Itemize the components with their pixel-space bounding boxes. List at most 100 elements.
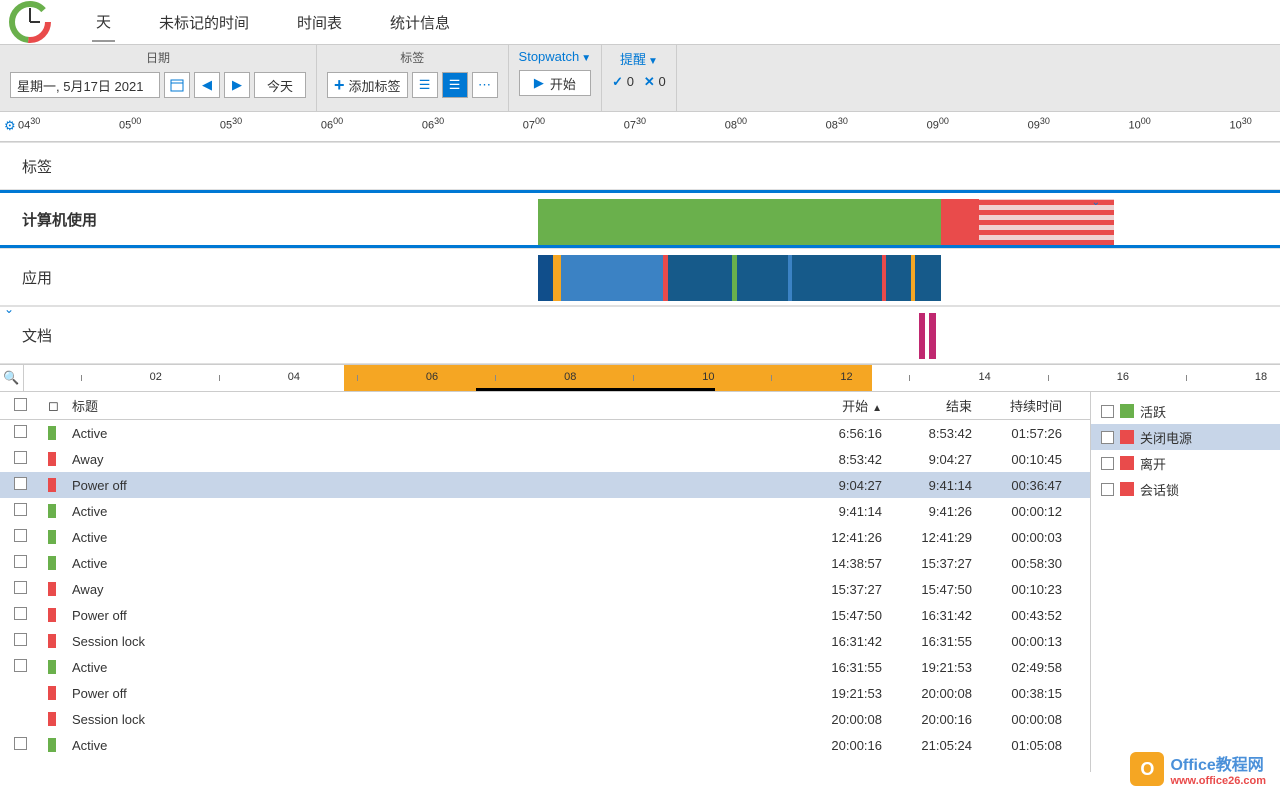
timeline-bar[interactable] <box>538 255 553 301</box>
ruler-tick: 0430 <box>18 116 40 132</box>
tb-group-tag: 标签 +添加标签 ☰ ☰ ⋯ <box>317 45 509 111</box>
table-row[interactable]: Session lock16:31:4216:31:5500:00:13 <box>0 628 1090 654</box>
legend-item[interactable]: 关闭电源 <box>1091 424 1280 450</box>
th-title[interactable]: 标题 <box>64 396 800 415</box>
ruler-tick: 0530 <box>220 116 242 132</box>
overview-tick: 16 <box>1117 371 1129 383</box>
stopwatch-dropdown[interactable]: Stopwatch▼ <box>519 49 592 64</box>
tl-row-usage[interactable]: 计算机使用 ⌄ <box>0 190 1280 248</box>
table-row[interactable]: Active16:31:5519:21:5302:49:58 <box>0 654 1090 680</box>
timeline-bar[interactable] <box>919 313 925 359</box>
tb-date-label: 日期 <box>146 49 170 66</box>
overview-tick: 12 <box>840 371 852 383</box>
ruler-tick: 0630 <box>422 116 444 132</box>
th-end[interactable]: 结束 <box>890 396 980 415</box>
table-row[interactable]: Session lock20:00:0820:00:1600:00:08 <box>0 706 1090 732</box>
start-button[interactable]: ▶开始 <box>519 70 591 96</box>
list-view-3-icon[interactable]: ⋯ <box>472 72 498 98</box>
ruler-tick: 1030 <box>1230 116 1252 132</box>
overview-tick: 08 <box>564 371 576 383</box>
list-view-1-icon[interactable]: ☰ <box>412 72 438 98</box>
date-input[interactable]: 星期一, 5月17日 2021 <box>10 72 160 98</box>
table-row[interactable]: Active20:00:1621:05:2401:05:08 <box>0 732 1090 758</box>
timeline-bar[interactable] <box>561 255 663 301</box>
timeline-bar[interactable] <box>792 255 882 301</box>
legend-item[interactable]: 离开 <box>1091 450 1280 476</box>
th-duration[interactable]: 持续时间 <box>980 396 1070 415</box>
overview-tick: 18 <box>1255 371 1267 383</box>
legend-item[interactable]: 活跃 <box>1091 398 1280 424</box>
toolbar: 日期 星期一, 5月17日 2021 ◀ ▶ 今天 标签 +添加标签 ☰ ☰ ⋯… <box>0 44 1280 112</box>
th-checkbox[interactable] <box>0 398 40 414</box>
timeline-bar[interactable] <box>668 255 732 301</box>
events-table: ◻ 标题 开始▲ 结束 持续时间 Active6:56:168:53:4201:… <box>0 392 1090 772</box>
ruler-tick: 0830 <box>826 116 848 132</box>
tb-group-remind: 提醒▼ ✓ 0 ✕ 0 <box>602 45 677 111</box>
gear-icon[interactable]: ⚙ <box>4 118 16 134</box>
tl-row-tags: 标签 <box>0 142 1280 190</box>
check-count: ✓ 0 <box>612 74 634 90</box>
timeline-bar[interactable] <box>538 199 941 245</box>
timeline-bar[interactable] <box>886 255 912 301</box>
app-logo <box>8 0 52 44</box>
ruler-tick: 0800 <box>725 116 747 132</box>
timeline-bar[interactable] <box>915 255 941 301</box>
ruler-tick: 0600 <box>321 116 343 132</box>
next-day-button[interactable]: ▶ <box>224 72 250 98</box>
search-icon[interactable]: 🔍 <box>0 365 24 391</box>
table-header: ◻ 标题 开始▲ 结束 持续时间 <box>0 392 1090 420</box>
calendar-icon[interactable] <box>164 72 190 98</box>
prev-day-button[interactable]: ◀ <box>194 72 220 98</box>
tab-timesheet[interactable]: 时间表 <box>293 4 346 41</box>
overview-tick: 14 <box>979 371 991 383</box>
th-icon: ◻ <box>40 398 64 414</box>
tb-tag-label: 标签 <box>400 49 424 66</box>
timeline-bar[interactable] <box>941 199 979 245</box>
tb-group-stopwatch: Stopwatch▼ ▶开始 <box>509 45 603 111</box>
tl-row-apps[interactable]: 应用 <box>0 248 1280 306</box>
tab-unmarked[interactable]: 未标记的时间 <box>155 4 253 41</box>
table-row[interactable]: Power off19:21:5320:00:0800:38:15 <box>0 680 1090 706</box>
ruler-tick: 0930 <box>1028 116 1050 132</box>
th-start[interactable]: 开始▲ <box>800 396 890 415</box>
watermark: O Office教程网 www.office26.com <box>1130 751 1266 787</box>
chevron-down-icon[interactable]: ⌄ <box>1092 197 1100 208</box>
ruler-tick: 0500 <box>119 116 141 132</box>
tl-label-tags: 标签 <box>22 156 52 177</box>
table-row[interactable]: Power off15:47:5016:31:4200:43:52 <box>0 602 1090 628</box>
legend-item[interactable]: 会话锁 <box>1091 476 1280 502</box>
timeline-bar[interactable] <box>737 255 788 301</box>
table-row[interactable]: Active9:41:149:41:2600:00:12 <box>0 498 1090 524</box>
table-row[interactable]: Active6:56:168:53:4201:57:26 <box>0 420 1090 446</box>
tab-day[interactable]: 天 <box>92 3 115 42</box>
overview-tick: 10 <box>702 371 714 383</box>
x-count: ✕ 0 <box>644 74 666 90</box>
overview-tick: 06 <box>426 371 438 383</box>
time-ruler: ⚙ 04300500053006000630070007300800083009… <box>0 112 1280 142</box>
timeline: ⌄ 标签 计算机使用 ⌄ 应用 文档 <box>0 142 1280 364</box>
table-row[interactable]: Away15:37:2715:47:5000:10:23 <box>0 576 1090 602</box>
main-split: ◻ 标题 开始▲ 结束 持续时间 Active6:56:168:53:4201:… <box>0 392 1280 772</box>
remind-dropdown[interactable]: 提醒▼ <box>620 49 658 68</box>
table-row[interactable]: Power off9:04:279:41:1400:36:47 <box>0 472 1090 498</box>
ruler-tick: 1000 <box>1129 116 1151 132</box>
table-row[interactable]: Active14:38:5715:37:2700:58:30 <box>0 550 1090 576</box>
legend: 活跃关闭电源离开会话锁 <box>1090 392 1280 772</box>
list-view-2-icon[interactable]: ☰ <box>442 72 468 98</box>
today-button[interactable]: 今天 <box>254 72 306 98</box>
watermark-icon: O <box>1130 752 1164 786</box>
table-row[interactable]: Away8:53:429:04:2700:10:45 <box>0 446 1090 472</box>
overview-tick: 04 <box>288 371 300 383</box>
tl-row-docs[interactable]: 文档 <box>0 306 1280 364</box>
timeline-bar[interactable] <box>553 255 561 301</box>
timeline-bar[interactable] <box>929 313 935 359</box>
table-row[interactable]: Active12:41:2612:41:2900:00:03 <box>0 524 1090 550</box>
overview-ruler: 🔍 02 04 06 08 10 12 14 16 18 <box>0 364 1280 392</box>
tab-stats[interactable]: 统计信息 <box>386 4 454 41</box>
add-tag-button[interactable]: +添加标签 <box>327 72 408 98</box>
ruler-tick: 0900 <box>927 116 949 132</box>
overview-track[interactable]: 02 04 06 08 10 12 14 16 18 <box>24 365 1280 391</box>
overview-tick: 02 <box>150 371 162 383</box>
ruler-tick: 0700 <box>523 116 545 132</box>
top-tabs: 天 未标记的时间 时间表 统计信息 <box>0 0 1280 44</box>
